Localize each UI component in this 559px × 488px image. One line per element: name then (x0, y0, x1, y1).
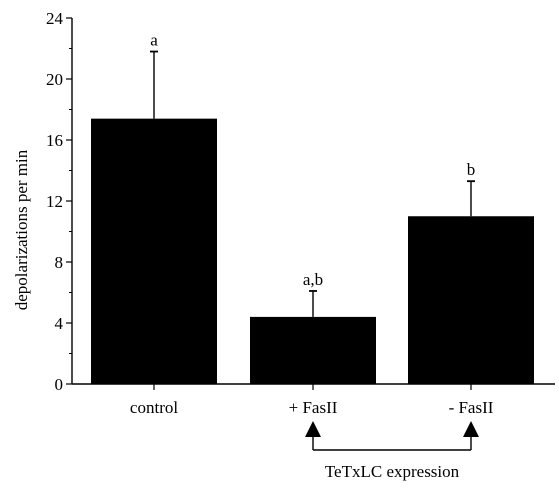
arrow-head (463, 421, 479, 437)
tetxlc-bracket: TeTxLC expression (305, 421, 479, 481)
bracket-label: TeTxLC expression (325, 462, 460, 481)
category-labels: control + FasII - FasII (130, 384, 494, 417)
significance-labels: a a,b b (150, 31, 475, 289)
significance-label: a,b (303, 270, 323, 289)
arrow-head (305, 421, 321, 437)
y-axis-label: depolarizations per min (12, 149, 31, 310)
bar (250, 316, 376, 384)
y-tick-label: 4 (55, 314, 64, 333)
bar (91, 118, 217, 385)
bars (91, 118, 534, 385)
significance-label: a (150, 31, 158, 50)
significance-label: b (467, 160, 476, 179)
error-bars (150, 50, 475, 317)
y-tick-label: 12 (46, 192, 63, 211)
category-label: + FasII (289, 398, 338, 417)
y-tick-label: 8 (55, 253, 64, 272)
category-label: control (130, 398, 178, 417)
category-label: - FasII (449, 398, 494, 417)
y-axis-ticks: 0 4 8 12 16 20 24 (46, 9, 72, 394)
bar (408, 216, 534, 384)
y-tick-label: 24 (46, 9, 64, 28)
y-tick-label: 0 (55, 375, 64, 394)
y-tick-label: 16 (46, 131, 63, 150)
y-tick-label: 20 (46, 70, 63, 89)
